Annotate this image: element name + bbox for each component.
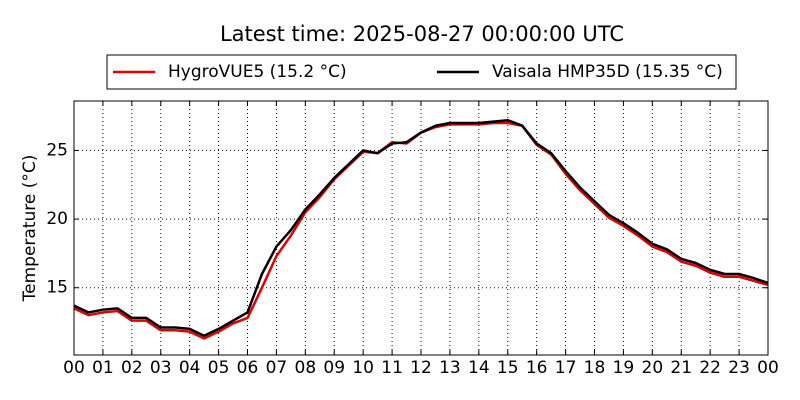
x-tick-label: 11 [381,358,403,378]
x-tick-label: 04 [179,358,201,378]
x-tick-label: 15 [497,358,519,378]
legend-box [106,54,737,90]
x-tick-label: 01 [92,358,114,378]
plot-frame [73,100,769,356]
x-tick-label: 00 [63,358,85,378]
x-tick-label: 05 [208,358,230,378]
x-tick-label: 08 [295,358,317,378]
x-tick-label: 23 [728,358,750,378]
x-tick-label: 16 [526,358,548,378]
x-tick-label: 09 [323,358,345,378]
x-tick-label: 22 [699,358,721,378]
y-tick-label: 20 [46,209,68,229]
y-axis-label: Temperature (°C) [20,155,40,303]
x-tick-label: 12 [410,358,432,378]
x-tick-label: 07 [266,358,288,378]
series-line [73,118,769,338]
legend-label: Vaisala HMP35D (15.35 °C) [492,62,723,82]
x-tick-label: 02 [121,358,143,378]
y-tick-label: 25 [46,140,68,160]
x-tick-label: 19 [613,358,635,378]
x-tick-label: 03 [150,358,172,378]
y-tick-label: 15 [46,278,68,298]
legend-label: HygroVUE5 (15.2 °C) [168,62,347,82]
chart-title: Latest time: 2025-08-27 00:00:00 UTC [220,22,624,46]
x-tick-label: 14 [468,358,490,378]
x-tick-label: 13 [439,358,461,378]
x-tick-label: 06 [237,358,259,378]
x-tick-label: 21 [670,358,692,378]
x-tick-label: 17 [555,358,577,378]
x-tick-label: 10 [352,358,374,378]
x-tick-label: 20 [642,358,664,378]
x-tick-label: 00 [757,358,779,378]
x-tick-label: 18 [584,358,606,378]
